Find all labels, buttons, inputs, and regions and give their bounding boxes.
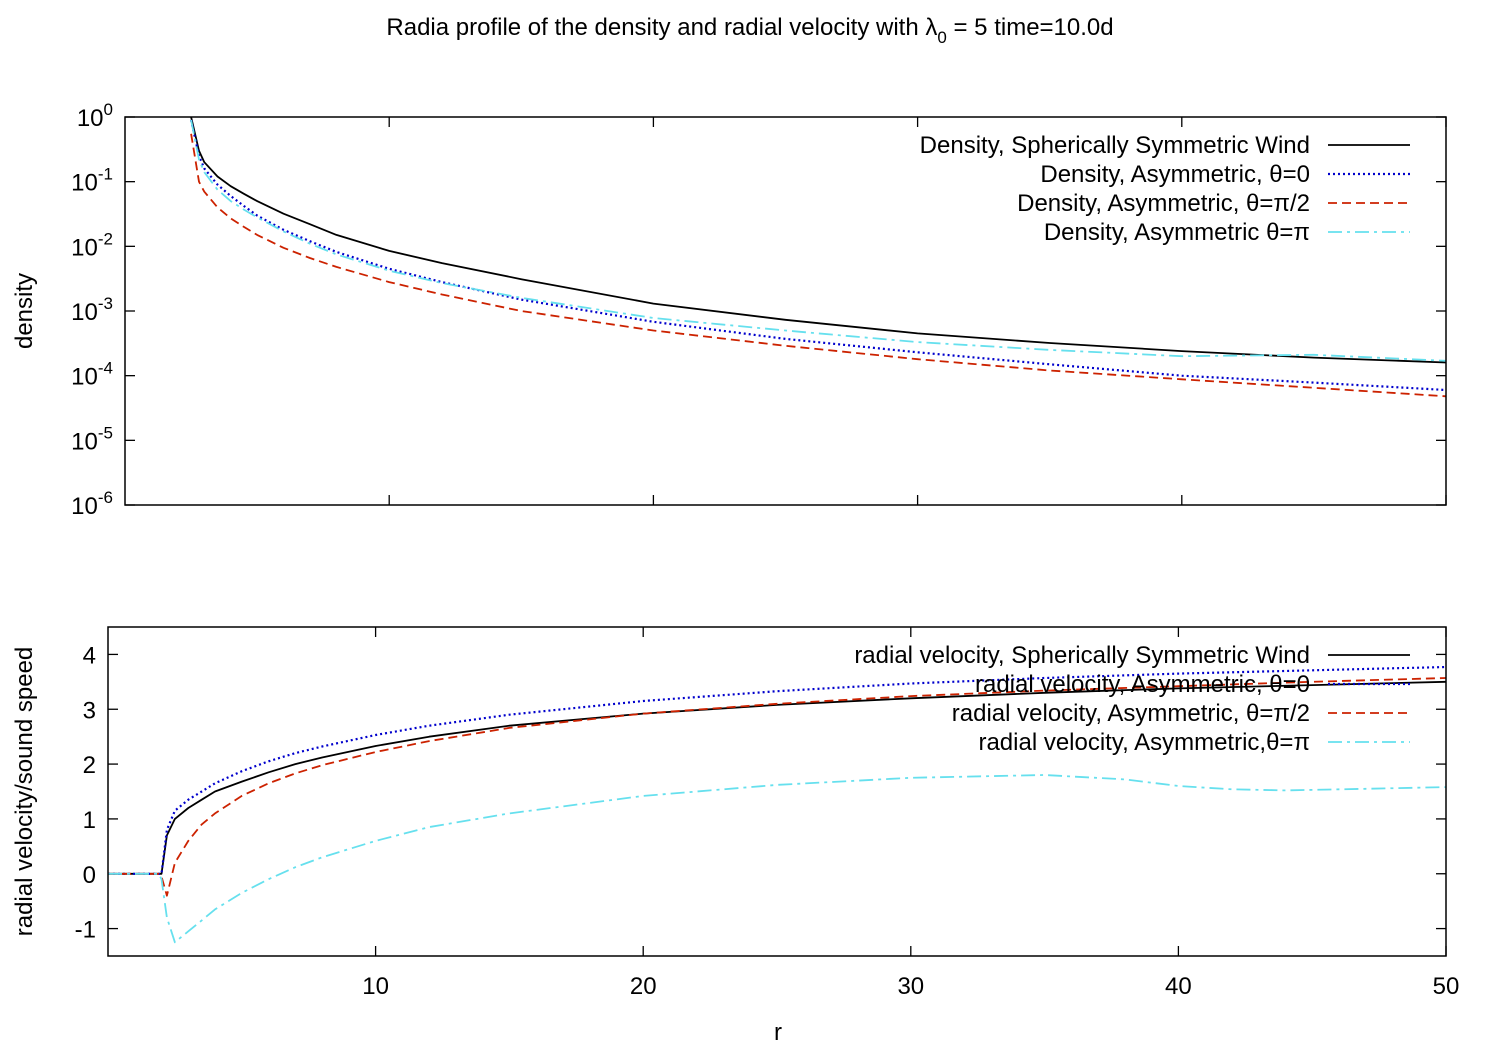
x-tick-label: 10 xyxy=(362,973,389,1000)
series-line xyxy=(108,665,1446,875)
plot-frame xyxy=(124,116,1447,506)
velocity-panel: 10 20 30 40 50 -1 0 1 2 3 4 radial velocity/sound s… xyxy=(11,626,1460,1000)
y-tick-label: 100 xyxy=(77,100,113,132)
legend-label: radial velocity, Asymmetric,θ=π xyxy=(978,729,1310,756)
series-line xyxy=(190,117,1446,364)
y-tick-label: 4 xyxy=(83,642,96,669)
y-tick-label: 0 xyxy=(83,862,96,889)
y-axis-label: radial velocity/sound speed xyxy=(11,647,38,937)
y-tick-label: 1 xyxy=(83,807,96,834)
y-tick-label: 2 xyxy=(83,752,96,779)
legend-label: Density, Asymmetric, θ=π/2 xyxy=(1017,190,1310,217)
y-axis-label: density xyxy=(11,273,38,349)
y-tick-label: 10-2 xyxy=(71,229,113,261)
series-line xyxy=(108,677,1446,897)
density-panel: 100 10-1 10-2 10-3 10-4 10-5 10-6 density Densit… xyxy=(11,100,1447,520)
legend-label: Density, Asymmetric, θ=0 xyxy=(1040,161,1310,188)
x-tick-label: 30 xyxy=(897,973,924,1000)
series-line xyxy=(108,680,1446,875)
series-line xyxy=(190,119,1446,362)
series-line xyxy=(108,774,1446,944)
legend-label: radial velocity, Asymmetric, θ=π/2 xyxy=(952,700,1310,727)
legend-label: Density, Asymmetric θ=π xyxy=(1044,219,1310,246)
y-tick-label: 10-1 xyxy=(71,165,113,197)
y-tick-label: 10-3 xyxy=(71,294,113,326)
y-tick-label: 10-5 xyxy=(71,423,113,455)
y-tick-label: 3 xyxy=(83,697,96,724)
y-tick-label: -1 xyxy=(75,917,96,944)
x-tick-label: 20 xyxy=(630,973,657,1000)
series-line xyxy=(190,133,1446,398)
x-axis-label: r xyxy=(774,1019,782,1046)
x-tick-label: 50 xyxy=(1433,973,1460,1000)
legend-label: radial velocity, Spherically Symmetric W… xyxy=(854,642,1310,669)
x-tick-label: 40 xyxy=(1165,973,1192,1000)
series-line xyxy=(190,119,1446,392)
legend-label: radial velocity, Asymmetric, θ=0 xyxy=(975,671,1310,698)
figure-title: Radia profile of the density and radial … xyxy=(386,14,1113,47)
legend-label: Density, Spherically Symmetric Wind xyxy=(920,132,1310,159)
plot-frame xyxy=(107,626,1447,957)
y-tick-label: 10-4 xyxy=(71,359,113,391)
y-tick-label: 10-6 xyxy=(71,488,113,520)
